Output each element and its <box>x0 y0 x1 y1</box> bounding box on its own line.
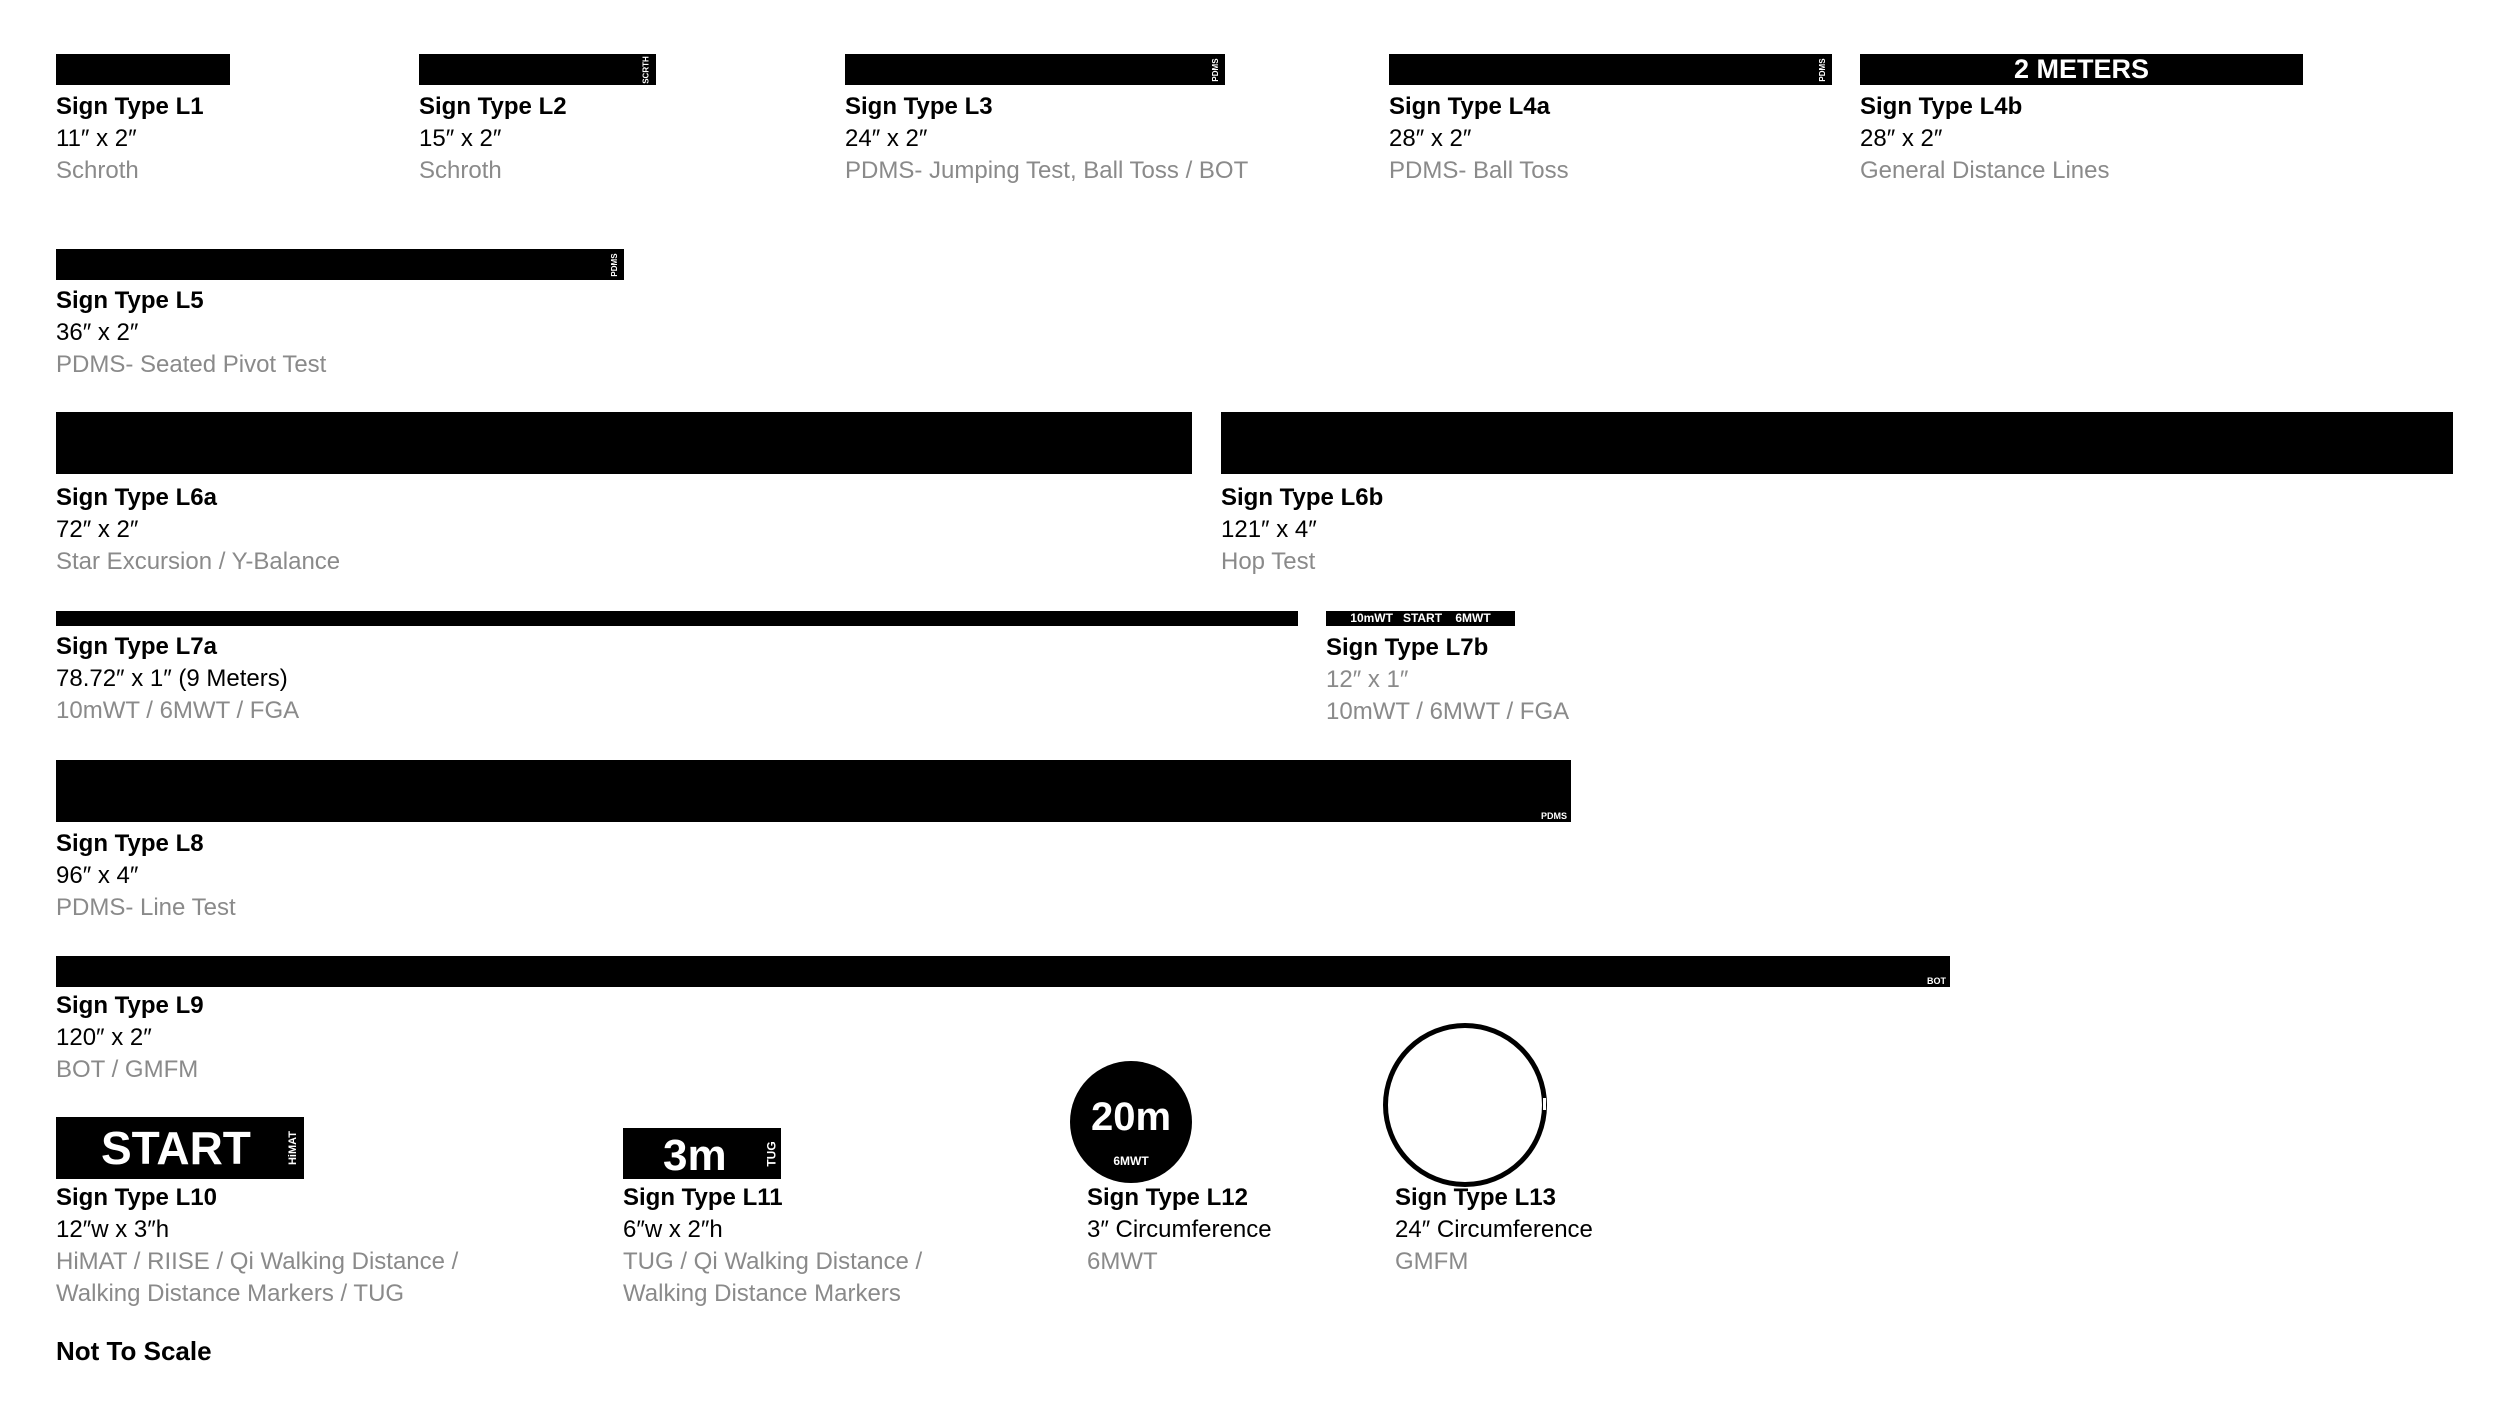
sign-l6b-bar <box>1221 412 2453 474</box>
sign-l7b-bar: 10mWT START 6MWT <box>1326 611 1515 626</box>
sign-title: Sign Type L6a <box>56 484 217 511</box>
sign-l3-tag: PDMS <box>1210 57 1220 82</box>
sign-title: Sign Type L5 <box>56 287 204 314</box>
sign-title: Sign Type L7b <box>1326 634 1489 661</box>
sign-title: Sign Type L9 <box>56 992 204 1019</box>
sign-l4b-bar-text: 2 METERS <box>2013 54 2150 84</box>
sign-l10-tag: HiMAT <box>286 1130 299 1166</box>
sign-size: 24″ Circumference <box>1395 1216 1593 1243</box>
sign-l12-circle: 20m 6MWT <box>1070 1061 1192 1183</box>
sign-use: Hop Test <box>1221 548 1316 575</box>
sign-size: 12″w x 3″h <box>56 1216 170 1243</box>
sign-use: PDMS- Jumping Test, Ball Toss / BOT <box>845 157 1249 184</box>
sign-l10-bar-text: START <box>101 1122 251 1174</box>
sign-use: BOT / GMFM <box>56 1056 199 1083</box>
sign-l9-tag: BOT <box>1927 976 1946 986</box>
sign-l9-bar: BOT <box>56 956 1950 987</box>
sign-l2-tag: SCRTH <box>641 55 651 84</box>
sign-use: General Distance Lines <box>1860 157 2110 184</box>
sign-l7b-label: Sign Type L7b 12″ x 1″ 10mWT / 6MWT / FG… <box>1326 632 1569 728</box>
sign-l4b-bar: 2 METERS <box>1860 54 2303 85</box>
sign-title: Sign Type L10 <box>56 1184 217 1211</box>
sign-l5-tag: PDMS <box>609 252 619 277</box>
sign-title: Sign Type L7a <box>56 633 217 660</box>
sign-use-line: TUG / Qi Walking Distance / <box>623 1248 923 1275</box>
sign-use: 10mWT / 6MWT / FGA <box>1326 698 1570 725</box>
sign-size: 36″ x 2″ <box>56 319 139 346</box>
sign-size: 6″w x 2″h <box>623 1216 723 1243</box>
sign-l4b-label: Sign Type L4b 28″ x 2″ General Distance … <box>1860 91 2109 187</box>
not-to-scale-note: Not To Scale <box>56 1336 212 1366</box>
sign-l6b-label: Sign Type L6b 121″ x 4″ Hop Test <box>1221 482 1383 578</box>
sign-title: Sign Type L6b <box>1221 484 1384 511</box>
sign-size: 96″ x 4″ <box>56 862 139 889</box>
sign-title: Sign Type L2 <box>419 93 567 120</box>
sign-size: 28″ x 2″ <box>1860 125 1943 152</box>
sign-size: 11″ x 2″ <box>56 125 137 152</box>
sign-l13-ring <box>1383 1023 1547 1187</box>
sign-l11-tag: TUG <box>764 1140 779 1167</box>
sign-l13-label: Sign Type L13 24″ Circumference GMFM <box>1395 1182 1593 1278</box>
sign-title: Sign Type L4b <box>1860 93 2023 120</box>
sign-l8-bar: PDMS <box>56 760 1571 822</box>
sign-use-line: Walking Distance Markers <box>623 1280 901 1307</box>
sign-l4a-label: Sign Type L4a 28″ x 2″ PDMS- Ball Toss <box>1389 91 1569 187</box>
sign-l6a-label: Sign Type L6a 72″ x 2″ Star Excursion / … <box>56 482 340 578</box>
sign-l4a-bar: PDMS <box>1389 54 1832 85</box>
sign-l6a-bar <box>56 412 1192 474</box>
sign-l7a-label: Sign Type L7a 78.72″ x 1″ (9 Meters) 10m… <box>56 631 299 727</box>
sign-l12-bar-text: 20m <box>1090 1095 1172 1139</box>
sign-l8-tag: PDMS <box>1540 811 1567 821</box>
sign-title: Sign Type L13 <box>1395 1184 1556 1211</box>
sign-title: Sign Type L12 <box>1087 1184 1248 1211</box>
sign-l5-bar: PDMS <box>56 249 624 280</box>
sign-use: Schroth <box>419 157 502 184</box>
sign-use: PDMS- Line Test <box>56 894 236 921</box>
sign-size: 120″ x 2″ <box>56 1024 152 1051</box>
sign-use: PDMS- Ball Toss <box>1389 157 1569 184</box>
sign-use-line: HiMAT / RIISE / Qi Walking Distance / <box>56 1248 459 1275</box>
sign-use: Star Excursion / Y-Balance <box>56 548 341 575</box>
sign-l8-label: Sign Type L8 96″ x 4″ PDMS- Line Test <box>56 828 236 924</box>
sign-l11-bar-text: 3m <box>663 1131 727 1180</box>
sign-l4a-tag: PDMS <box>1817 57 1827 82</box>
sign-size: 15″ x 2″ <box>419 125 502 152</box>
sign-title: Sign Type L1 <box>56 93 204 120</box>
sign-size: 3″ Circumference <box>1087 1216 1272 1243</box>
sign-size: 12″ x 1″ <box>1326 666 1409 693</box>
sign-l12-tag: 6MWT <box>1113 1154 1149 1168</box>
sign-l9-label: Sign Type L9 120″ x 2″ BOT / GMFM <box>56 990 204 1086</box>
sign-l10-label: Sign Type L10 12″w x 3″h HiMAT / RIISE /… <box>56 1182 458 1310</box>
sign-l12-label: Sign Type L12 3″ Circumference 6MWT <box>1087 1182 1272 1278</box>
sign-use: 6MWT <box>1087 1248 1158 1275</box>
sign-l1-bar <box>56 54 230 85</box>
sign-use: 10mWT / 6MWT / FGA <box>56 697 300 724</box>
sign-title: Sign Type L11 <box>623 1184 783 1211</box>
sign-use-line: Walking Distance Markers / TUG <box>56 1280 405 1307</box>
sign-size: 78.72″ x 1″ (9 Meters) <box>56 665 288 692</box>
sign-title: Sign Type L3 <box>845 93 993 120</box>
sign-title: Sign Type L8 <box>56 830 204 857</box>
sign-l3-bar: PDMS <box>845 54 1225 85</box>
sign-l2-bar: SCRTH <box>419 54 656 85</box>
sign-use: PDMS- Seated Pivot Test <box>56 351 327 378</box>
sign-size: 72″ x 2″ <box>56 516 139 543</box>
sign-l7a-bar <box>56 611 1298 626</box>
sign-l10-bar: START HiMAT <box>56 1117 304 1179</box>
sign-l5-label: Sign Type L5 36″ x 2″ PDMS- Seated Pivot… <box>56 285 326 381</box>
sign-l2-label: Sign Type L2 15″ x 2″ Schroth <box>419 91 567 187</box>
sign-l3-label: Sign Type L3 24″ x 2″ PDMS- Jumping Test… <box>845 91 1248 187</box>
sign-l1-label: Sign Type L1 11″ x 2″ Schroth <box>56 91 204 187</box>
sign-use: GMFM <box>1395 1248 1469 1275</box>
sign-title: Sign Type L4a <box>1389 93 1550 120</box>
sign-size: 121″ x 4″ <box>1221 516 1317 543</box>
sign-l11-label: Sign Type L11 6″w x 2″h TUG / Qi Walking… <box>623 1182 922 1310</box>
sign-l13-ring-notch <box>1543 1098 1546 1110</box>
sign-use: Schroth <box>56 157 139 184</box>
sign-size: 24″ x 2″ <box>845 125 928 152</box>
sign-l7b-bar-text: 10mWT START 6MWT <box>1350 611 1491 625</box>
sign-l11-bar: 3m TUG <box>623 1128 781 1180</box>
sign-size: 28″ x 2″ <box>1389 125 1472 152</box>
